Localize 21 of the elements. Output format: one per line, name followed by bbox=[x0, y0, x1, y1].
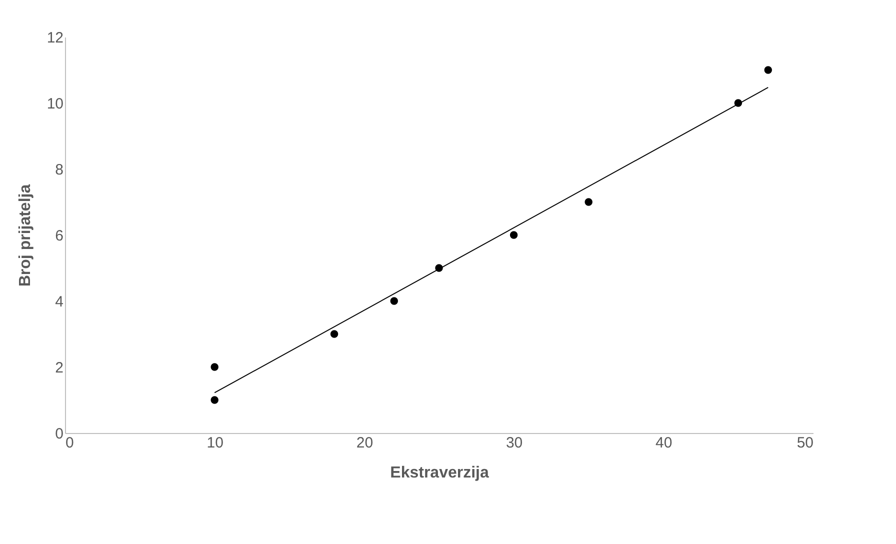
x-tick-label: 30 bbox=[506, 434, 523, 452]
point bbox=[764, 66, 772, 74]
point bbox=[584, 198, 592, 206]
y-axis-title: Broj prijatelja bbox=[16, 184, 34, 287]
point bbox=[210, 363, 218, 371]
y-tick-label: 8 bbox=[55, 162, 64, 178]
point bbox=[210, 396, 218, 404]
y-tick-label: 6 bbox=[55, 228, 64, 244]
y-tick-label: 10 bbox=[46, 96, 64, 112]
x-tick-label: 0 bbox=[66, 434, 74, 452]
point bbox=[330, 330, 338, 338]
x-axis-title: Ekstraverzija bbox=[390, 464, 489, 482]
point bbox=[510, 231, 518, 239]
x-tick-label: 10 bbox=[206, 434, 224, 452]
x-tick-label: 40 bbox=[656, 434, 672, 452]
x-tick-label: 50 bbox=[796, 434, 814, 452]
point bbox=[390, 297, 398, 305]
y-tick-label: 2 bbox=[55, 360, 64, 376]
y-tick-label: 12 bbox=[46, 30, 64, 46]
y-tick-label: 4 bbox=[55, 294, 64, 310]
x-tick-label: 20 bbox=[356, 434, 374, 452]
